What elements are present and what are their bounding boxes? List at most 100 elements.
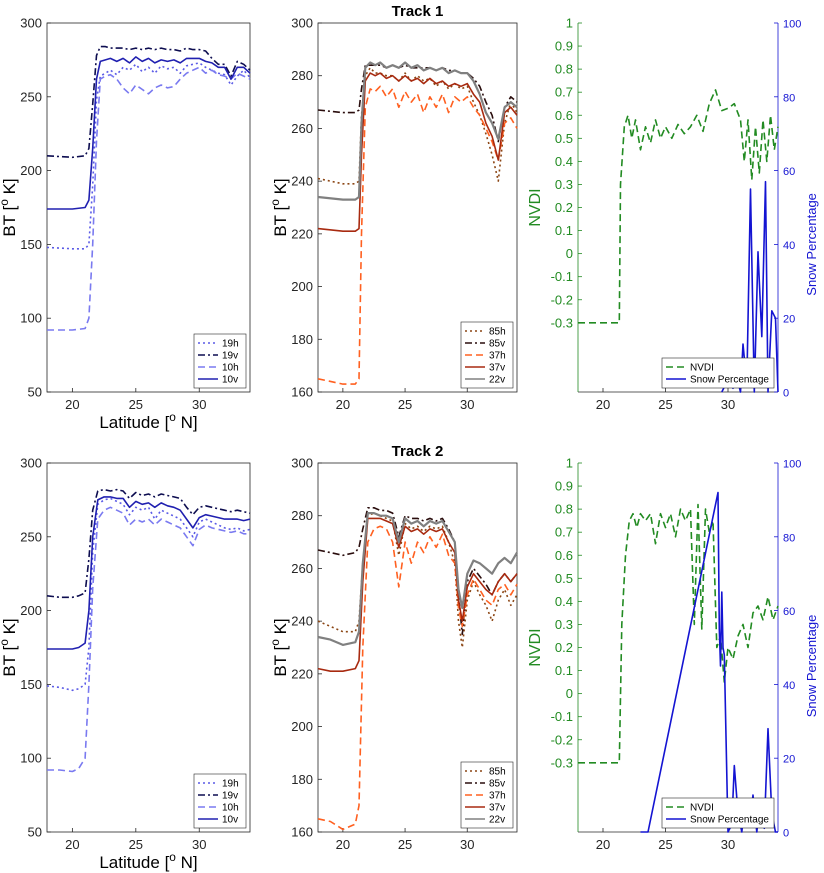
chart-panel-6: 20 25 30 -0.3 -0.2 -0.1 0 0.1 0.2 0.3 0.4 0.5 0.6 0.7… (527, 456, 819, 853)
y-tick-label: 0.1 (555, 663, 573, 678)
y-axis-label: NVDI (527, 188, 544, 226)
legend-label: Snow Percentage (690, 815, 769, 826)
y-tick-label: -0.1 (551, 709, 573, 724)
y-tick-label: 0 (566, 246, 573, 261)
x-tick-label: 30 (192, 397, 206, 412)
y-tick-label: 0.2 (555, 200, 573, 215)
legend-label: 10h (222, 363, 239, 374)
series-line-85h (317, 67, 518, 185)
y-tick-label: 0.5 (555, 571, 573, 586)
chart-panel-5: 20 25 30 160 180 200 220 240 260 280 300 Track 2 BT … (268, 443, 518, 852)
x-tick-label: 20 (336, 837, 350, 852)
chart-title: Track 2 (392, 443, 444, 460)
plot-frame (46, 462, 251, 833)
legend-label: 19h (222, 339, 239, 350)
y-tick-label: 300 (291, 456, 313, 471)
x-tick-label: 20 (65, 397, 79, 412)
y-tick-label: 0.8 (555, 62, 573, 77)
y-tick-label: -0.2 (551, 732, 573, 747)
series-line-10h (47, 506, 250, 773)
x-tick-label: 30 (460, 837, 474, 852)
legend-label: 10v (222, 375, 238, 386)
x-axis-label: Latitude [o N] (99, 850, 197, 872)
legend-box (661, 797, 775, 829)
plot-frame (46, 22, 251, 393)
y-tick-label: 0.4 (555, 594, 573, 609)
y-tick-label: 150 (20, 237, 42, 252)
x-tick-label: 25 (129, 837, 143, 852)
series-line-19v (46, 488, 251, 599)
plot-frame (317, 462, 518, 833)
y-tick-label: 200 (291, 279, 313, 294)
series-line-19h (46, 62, 251, 250)
y-axis-label: BT [o K] (268, 178, 290, 236)
y-tick-label: 280 (291, 508, 313, 523)
y-tick-label: 0.5 (555, 131, 573, 146)
legend-label: 37h (489, 791, 506, 802)
series-line-10v (47, 496, 251, 650)
y-tick-label: 1 (566, 456, 573, 471)
x-tick-label: 30 (192, 837, 206, 852)
y-tick-label: -0.3 (551, 315, 573, 330)
legend-label: NVDI (690, 363, 714, 374)
y2-axis-label: Snow Percentage (804, 193, 819, 296)
y-axis-label: BT [o K] (0, 178, 19, 236)
legend-label: 37v (489, 363, 505, 374)
y-tick-label: 180 (291, 332, 313, 347)
x-tick-label: 30 (721, 397, 735, 412)
legend-label: 19v (222, 351, 238, 362)
y-tick-label: 150 (20, 677, 42, 692)
series-line-nvdi (578, 89, 779, 324)
y-axis-label: BT [o K] (268, 618, 290, 676)
y-tick-label: 0.6 (555, 548, 573, 563)
x-tick-label: 30 (721, 837, 735, 852)
x-tick-label: 20 (65, 837, 79, 852)
x-tick-label: 25 (658, 397, 672, 412)
y-tick-label: 200 (20, 603, 42, 618)
y2-tick-label: 100 (783, 19, 801, 31)
y-tick-label: 50 (28, 385, 42, 400)
y2-tick-label: 80 (783, 532, 795, 544)
y-tick-label: 0.2 (555, 640, 573, 655)
y-tick-label: 0.1 (555, 223, 573, 238)
x-axis-label: Latitude [o N] (99, 410, 197, 432)
legend-box (661, 357, 775, 389)
legend-label: 22v (489, 375, 505, 386)
series-line-10v (47, 56, 251, 210)
y-tick-label: 100 (20, 311, 42, 326)
y-tick-label: 220 (291, 226, 313, 241)
y-tick-label: 0.9 (555, 479, 573, 494)
y-tick-label: 280 (291, 68, 313, 83)
x-tick-label: 25 (398, 397, 412, 412)
plot-frame (317, 22, 518, 393)
chart-panel-1: 20 25 30 50 100 150 200 250 300 Latitude [o N] BT … (0, 16, 251, 432)
y-tick-label: 260 (291, 121, 313, 136)
y-tick-label: 250 (20, 89, 42, 104)
y2-tick-label: 20 (783, 754, 795, 766)
y2-tick-label: 60 (783, 166, 795, 178)
series-line-37v (317, 517, 518, 673)
y-tick-label: 180 (291, 772, 313, 787)
y-tick-label: 0.4 (555, 154, 573, 169)
y-tick-label: 100 (20, 751, 42, 766)
series-line-22v (317, 61, 518, 201)
y2-tick-label: 40 (783, 240, 795, 252)
legend-label: 37v (489, 803, 505, 814)
series-line-19h (46, 497, 251, 692)
chart-panel-3: 20 25 30 -0.3 -0.2 -0.1 0 0.1 0.2 0.3 0.4 0.5 0.6 0.7… (527, 16, 819, 413)
y2-tick-label: 20 (783, 314, 795, 326)
x-tick-label: 30 (460, 397, 474, 412)
y-tick-label: 200 (291, 719, 313, 734)
chart-title: Track 1 (392, 3, 444, 20)
y-tick-label: 0.6 (555, 108, 573, 123)
y2-tick-label: 60 (783, 606, 795, 618)
y-tick-label: 0.3 (555, 177, 573, 192)
y-tick-label: 0.3 (555, 617, 573, 632)
y-tick-label: 50 (28, 825, 42, 840)
series-line-37h (317, 525, 518, 831)
y-tick-label: -0.2 (551, 292, 573, 307)
y-tick-label: 260 (291, 561, 313, 576)
